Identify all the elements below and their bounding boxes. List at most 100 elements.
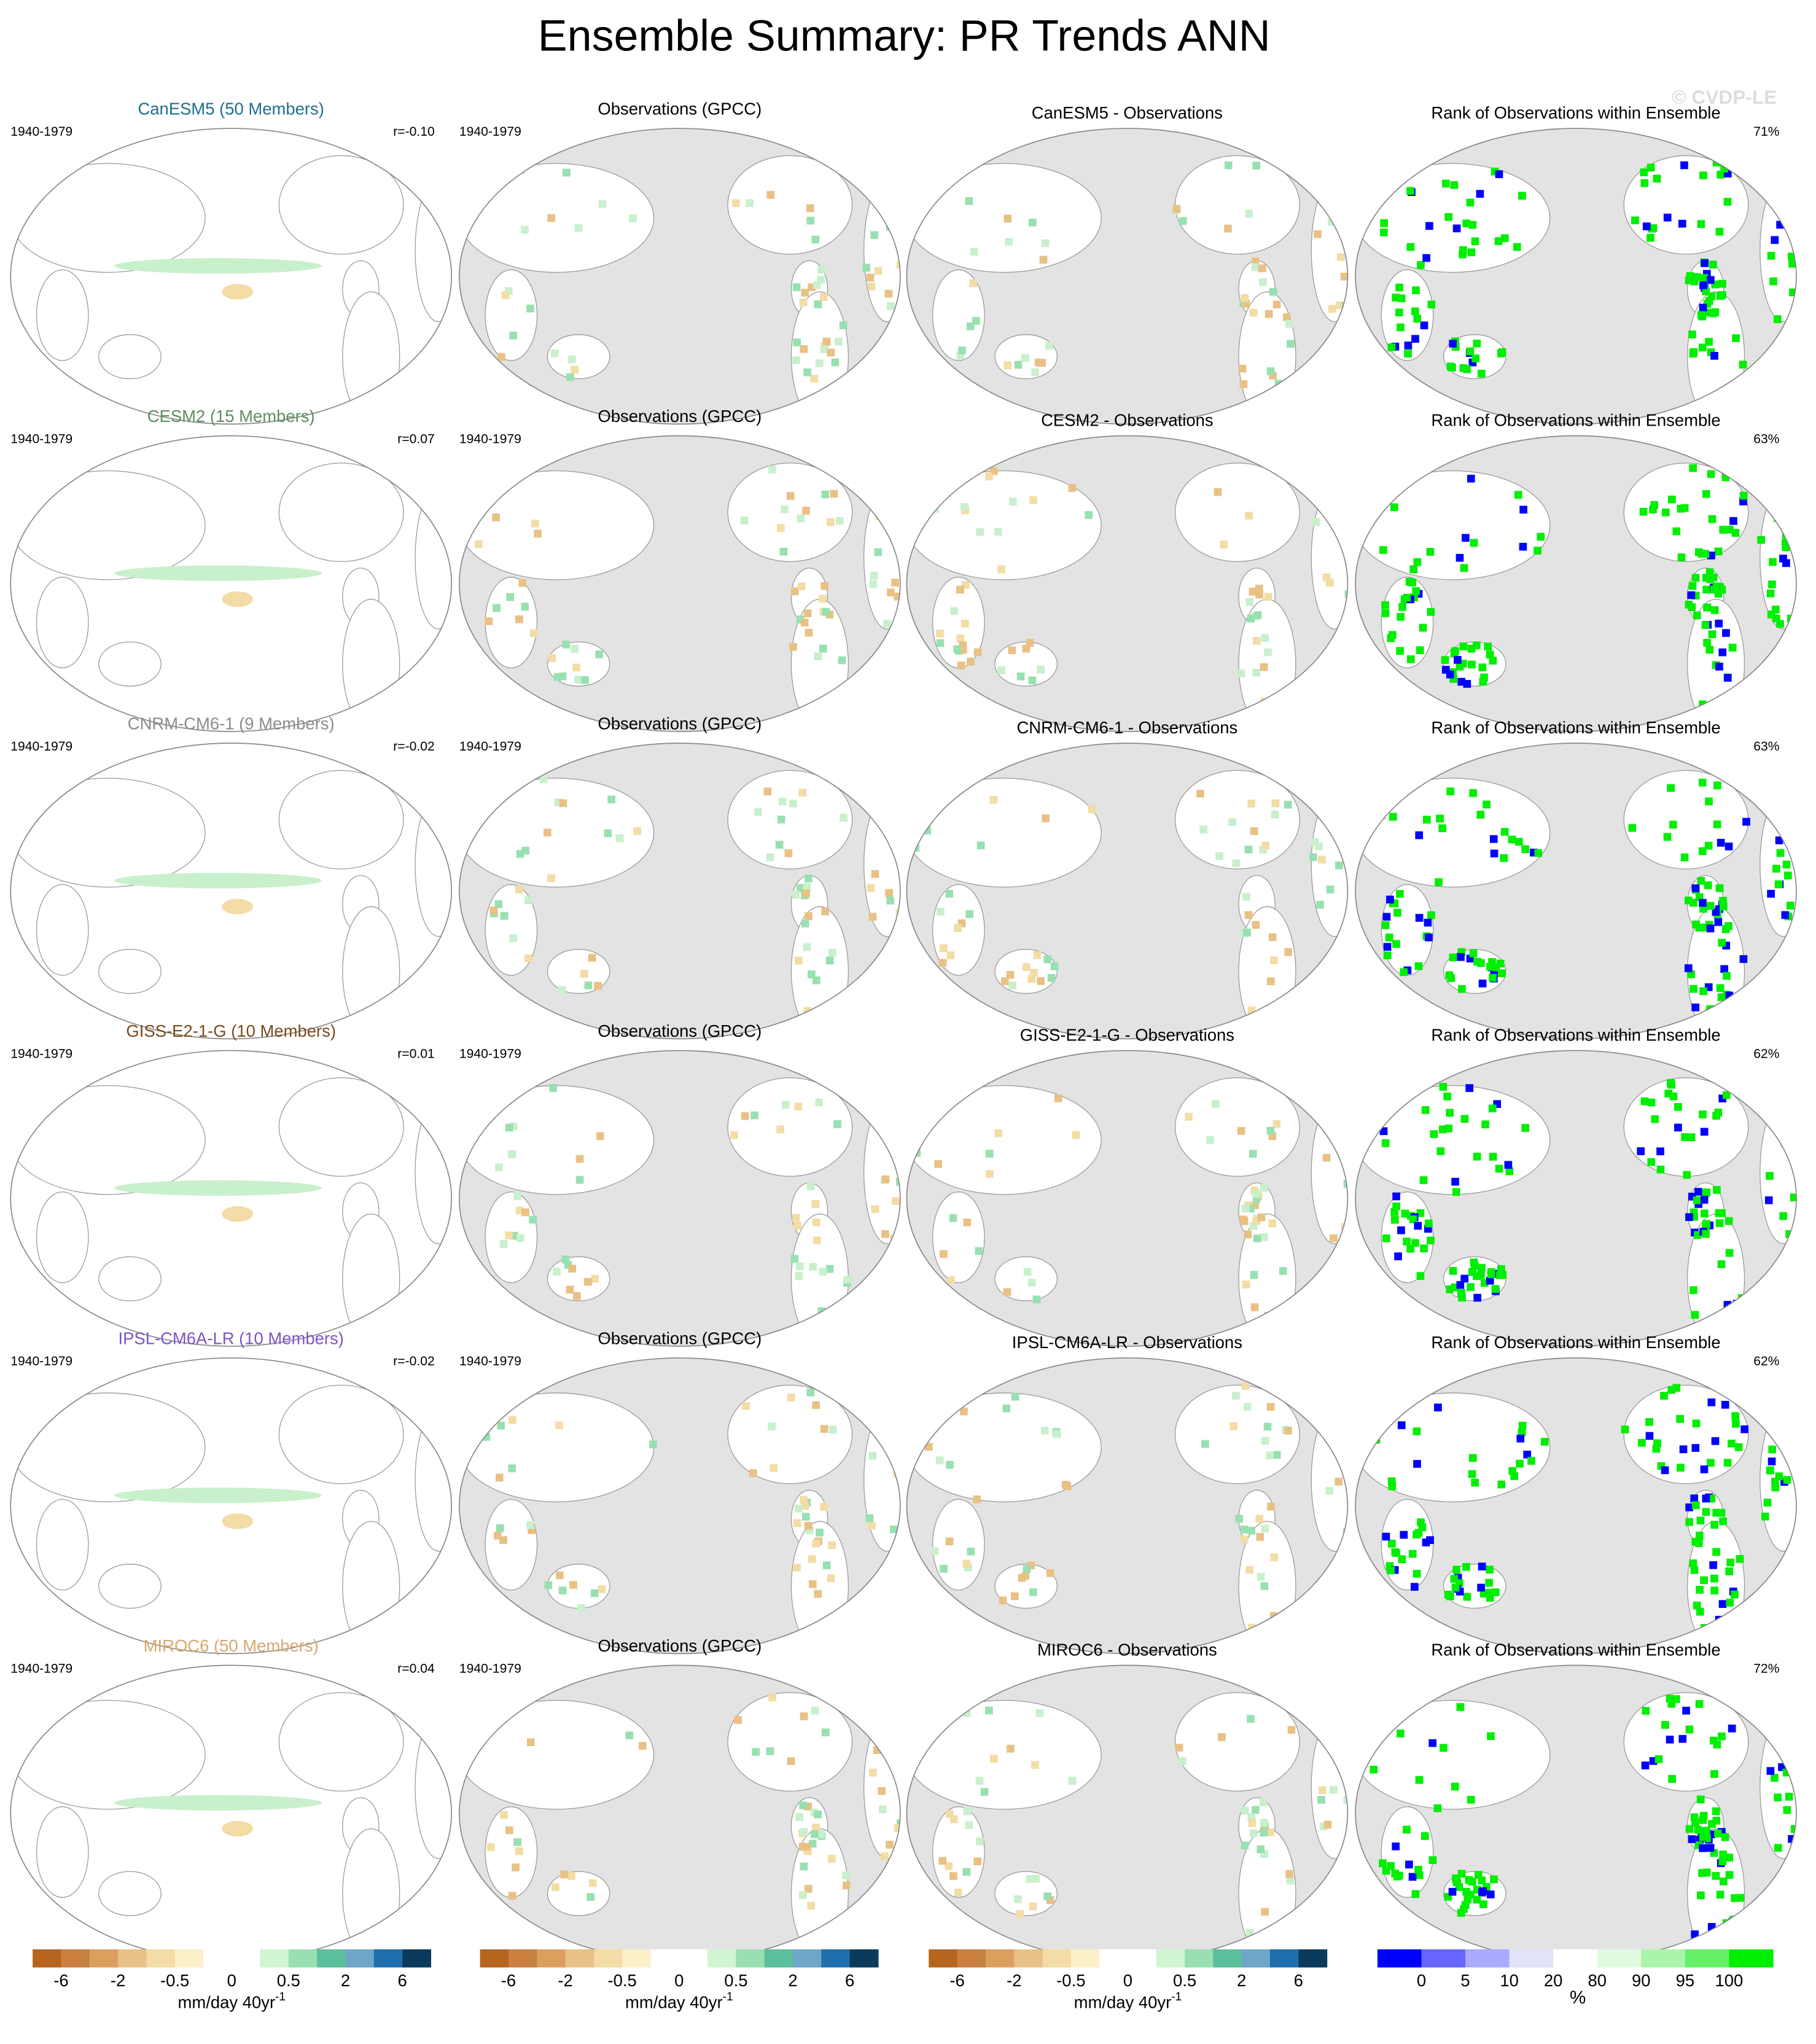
trend-patch (1037, 666, 1045, 674)
trend-patch (1028, 676, 1037, 685)
trend-patch (1483, 800, 1491, 809)
trend-patch (114, 1488, 322, 1504)
colorbar-unit: mm/day 40yr-1 (178, 1991, 286, 2012)
trend-patch (1201, 1440, 1209, 1448)
trend-patch (1232, 1392, 1240, 1400)
trend-patch (1287, 340, 1295, 348)
colorbar-box (1014, 1949, 1043, 1968)
trend-patch (1718, 279, 1726, 288)
colorbar-box (1553, 1949, 1598, 1968)
trend-patch (840, 813, 848, 822)
trend-patch (1463, 1593, 1471, 1601)
trend-patch (574, 224, 583, 232)
trend-patch (1761, 1512, 1769, 1521)
trend-patch (580, 970, 588, 978)
trend-patch (1476, 1271, 1485, 1279)
land (727, 1692, 853, 1792)
trend-patch (1678, 1734, 1687, 1743)
trend-patch (1370, 194, 1379, 202)
trend-patch (1053, 1430, 1061, 1438)
trend-patch (885, 889, 893, 897)
trend-patch (1038, 359, 1046, 367)
trend-patch (1691, 1444, 1700, 1452)
colorbar-box (1729, 1949, 1774, 1968)
trend-patch (1054, 1094, 1062, 1102)
trend-patch (1500, 234, 1509, 243)
trend-patch (1008, 981, 1016, 989)
trend-patch (985, 1706, 993, 1715)
trend-patch (1397, 323, 1405, 332)
colorbar-label: 0.5 (1173, 1971, 1196, 1990)
trend-patch (1722, 1091, 1731, 1099)
trend-patch (963, 1807, 972, 1816)
trend-patch (1392, 940, 1400, 948)
trend-patch (1214, 488, 1222, 496)
trend-patch (827, 348, 835, 357)
trend-patch (875, 491, 883, 500)
trend-patch (803, 368, 811, 376)
trend-patch (1451, 1177, 1459, 1186)
trend-patch (1259, 278, 1267, 286)
r-label: r=0.01 (397, 1047, 434, 1061)
trend-patch (1382, 913, 1391, 921)
land (906, 778, 1102, 888)
trend-patch (1420, 1832, 1429, 1840)
trend-patch (1244, 1230, 1252, 1239)
trend-patch (1706, 924, 1715, 933)
trend-patch (1771, 236, 1779, 244)
trend-patch (1498, 969, 1506, 977)
trend-patch (1030, 969, 1038, 977)
trend-patch (1694, 1825, 1702, 1834)
land (1759, 1715, 1796, 1859)
colorbar-box (1241, 1949, 1271, 1968)
trend-patch (779, 547, 788, 556)
trend-patch (1408, 1873, 1417, 1881)
trend-patch (1653, 1439, 1661, 1448)
land (36, 1499, 89, 1591)
trend-patch (1398, 603, 1406, 611)
trend-patch (795, 1813, 804, 1821)
trend-patch (512, 1863, 520, 1871)
trend-patch (1785, 529, 1793, 537)
trend-patch (1326, 579, 1334, 587)
trend-patch (1479, 1900, 1487, 1908)
trend-patch (881, 1852, 889, 1860)
trend-patch (1705, 797, 1713, 806)
trend-patch (895, 222, 900, 231)
colorbar-unit: mm/day 40yr-1 (625, 1991, 733, 2012)
trend-patch (949, 1872, 957, 1880)
trend-patch (1719, 526, 1728, 534)
trend-patch (560, 1870, 569, 1879)
trend-patch (892, 1197, 900, 1205)
trend-patch (222, 1820, 254, 1837)
trend-patch (1411, 1583, 1419, 1591)
trend-patch (555, 1421, 563, 1430)
trend-patch (1729, 517, 1737, 525)
trend-patch (1726, 1558, 1735, 1567)
trend-patch (881, 1175, 890, 1184)
trend-patch (775, 841, 784, 849)
colorbar-label: 2 (341, 1971, 350, 1990)
trend-patch (1728, 644, 1737, 652)
trend-patch (958, 346, 966, 354)
trend-patch (1739, 491, 1748, 500)
trend-patch (1427, 1236, 1435, 1245)
land (98, 334, 162, 380)
colorbar-box (317, 1949, 346, 1968)
trend-patch (1495, 170, 1503, 178)
trend-patch (1473, 339, 1481, 348)
trend-patch (1393, 1873, 1401, 1881)
trend-patch (1680, 504, 1689, 512)
trend-patch (516, 850, 524, 858)
trend-patch (1224, 224, 1232, 233)
trend-patch (1047, 973, 1056, 982)
trend-patch (1260, 1184, 1268, 1192)
trend-patch (222, 1206, 254, 1222)
trend-patch (493, 1406, 501, 1415)
map (906, 743, 1348, 1039)
trend-patch (1323, 1820, 1332, 1829)
trend-patch (763, 787, 772, 795)
land (1311, 793, 1348, 937)
colorbar-box (764, 1949, 793, 1968)
trend-patch (1713, 1741, 1721, 1749)
